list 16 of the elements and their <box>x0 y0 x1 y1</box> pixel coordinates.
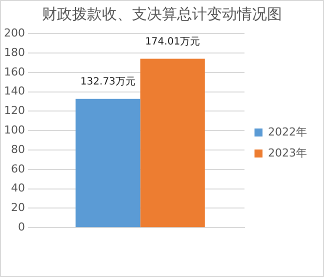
y-tick-label: 0 <box>18 220 25 234</box>
y-tick-label: 80 <box>10 142 25 156</box>
y-tick-label: 140 <box>4 84 25 98</box>
y-tick-label: 180 <box>4 46 25 59</box>
y-tick-label: 100 <box>4 123 25 136</box>
y-tick-label: 160 <box>4 65 25 78</box>
y-tick-label: 20 <box>10 201 25 214</box>
y-tick-label: 60 <box>10 162 25 176</box>
y-tick-label: 200 <box>4 26 25 40</box>
legend-label: 2023年 <box>268 146 308 160</box>
y-tick-label: 40 <box>10 182 25 195</box>
data-label: 132.73万元 <box>80 76 136 88</box>
data-label: 174.01万元 <box>145 36 200 48</box>
chart-title: 财政拨款收、支决算总计变动情况图 <box>41 4 283 24</box>
y-tick-label: 120 <box>4 104 25 118</box>
legend-label: 2022年 <box>268 125 308 138</box>
